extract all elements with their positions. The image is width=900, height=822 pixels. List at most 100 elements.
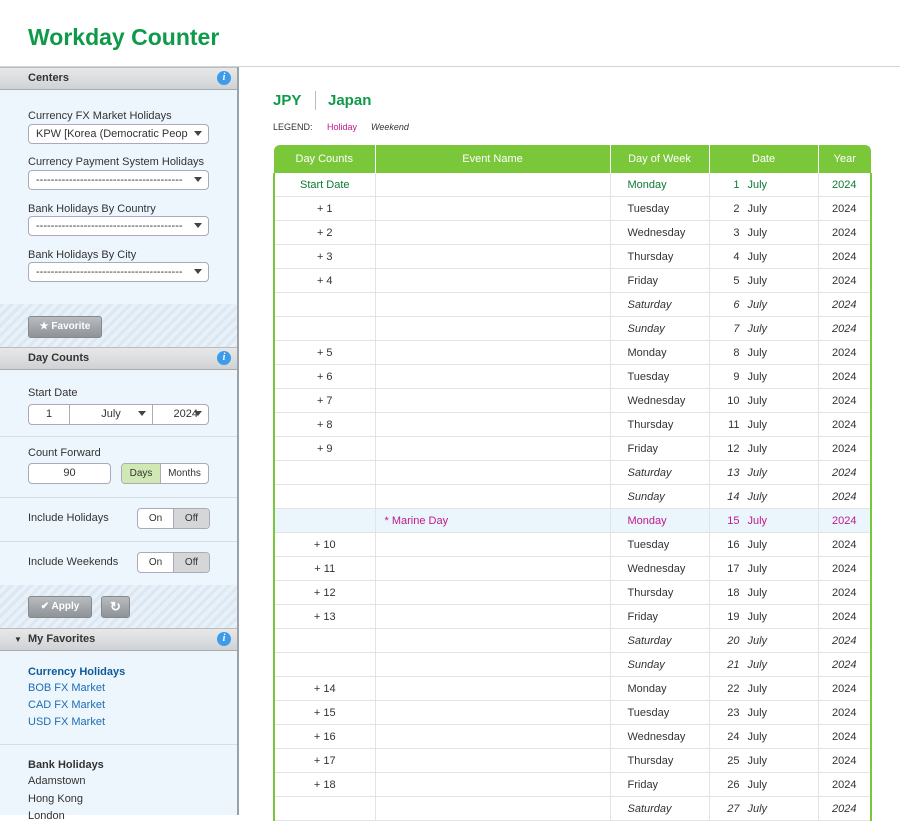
table-row: * Marine Day Monday 15 July 2024 bbox=[273, 508, 872, 533]
day-input[interactable]: 1 bbox=[28, 404, 70, 425]
date: 9 July bbox=[708, 364, 818, 389]
legend-holiday: Holiday bbox=[327, 122, 358, 132]
table-row: Sunday 21 July 2024 bbox=[273, 652, 872, 677]
day-count: + 8 bbox=[273, 412, 375, 437]
favorite-link[interactable]: Hong Kong bbox=[28, 793, 84, 805]
separator bbox=[0, 497, 237, 498]
event-name bbox=[374, 724, 610, 749]
favorite-link[interactable]: London bbox=[28, 810, 65, 822]
column-header: Year bbox=[817, 145, 871, 173]
day-of-week: Saturday bbox=[609, 292, 709, 317]
reset-button[interactable]: ↻ bbox=[101, 596, 130, 618]
date: 17 July bbox=[708, 556, 818, 581]
favorite-link[interactable]: USD FX Market bbox=[28, 716, 106, 728]
favorite-link[interactable]: CAD FX Market bbox=[28, 699, 106, 711]
day-count bbox=[273, 652, 375, 677]
day-count: + 15 bbox=[273, 700, 375, 725]
toggle-option[interactable]: Months bbox=[168, 468, 201, 479]
date-month: July bbox=[747, 586, 768, 599]
event-name bbox=[374, 173, 610, 197]
column-header: Day Counts bbox=[274, 145, 375, 173]
select[interactable]: ---------------------------------------- bbox=[28, 216, 209, 236]
table-row: Sunday 7 July 2024 bbox=[273, 316, 872, 341]
toggle-option[interactable]: On bbox=[138, 553, 174, 572]
count-input[interactable]: 90 bbox=[28, 463, 111, 484]
info-icon[interactable]: i bbox=[217, 71, 231, 85]
select[interactable]: KPW [Korea (Democratic People bbox=[28, 124, 209, 144]
table-row: + 3 Thursday 4 July 2024 bbox=[273, 244, 872, 269]
favorite-link[interactable]: Adamstown bbox=[28, 775, 86, 787]
date-month: July bbox=[747, 442, 768, 455]
info-icon[interactable]: i bbox=[217, 351, 231, 365]
date-month: July bbox=[747, 802, 768, 815]
day-of-week: Friday bbox=[609, 772, 709, 797]
select[interactable]: ---------------------------------------- bbox=[28, 262, 209, 282]
button-label: Apply bbox=[51, 601, 80, 612]
date-month: July bbox=[747, 514, 768, 527]
select[interactable]: ---------------------------------------- bbox=[28, 170, 209, 190]
collapse-icon[interactable]: ▼ bbox=[14, 635, 22, 644]
year-select[interactable]: 2024 bbox=[152, 404, 209, 425]
separator bbox=[0, 436, 237, 437]
date: 18 July bbox=[708, 580, 818, 605]
date-month: July bbox=[747, 466, 768, 479]
event-name: * Marine Day bbox=[374, 508, 610, 533]
header-row: Day Counts Event Name Day of Week Date Year bbox=[274, 145, 871, 173]
date: 23 July bbox=[708, 700, 818, 725]
table-row: Sunday 14 July 2024 bbox=[273, 484, 872, 509]
table-row: + 10 Tuesday 16 July 2024 bbox=[273, 532, 872, 557]
date-month: July bbox=[747, 706, 768, 719]
day-of-week: Thursday bbox=[609, 580, 709, 605]
day-count bbox=[273, 796, 375, 821]
year: 2024 bbox=[817, 460, 872, 485]
date: 13 July bbox=[708, 460, 818, 485]
year: 2024 bbox=[817, 556, 872, 581]
day-count: + 4 bbox=[273, 268, 375, 293]
date-month: July bbox=[747, 250, 768, 263]
day-of-week: Sunday bbox=[609, 652, 709, 677]
date: 3 July bbox=[708, 220, 818, 245]
day-of-week: Saturday bbox=[609, 628, 709, 653]
info-icon[interactable]: i bbox=[217, 632, 231, 646]
date: 27 July bbox=[708, 796, 818, 821]
favorite-link[interactable]: BOB FX Market bbox=[28, 682, 106, 694]
date-month: July bbox=[747, 490, 768, 503]
favorite-button[interactable]: ★ Favorite bbox=[28, 316, 102, 338]
day-of-week: Wednesday bbox=[609, 556, 709, 581]
column-header: Day of Week bbox=[609, 145, 709, 173]
day-of-week: Friday bbox=[609, 604, 709, 629]
date-day: 17 bbox=[727, 562, 740, 575]
separator bbox=[0, 744, 237, 745]
table-row: + 14 Monday 22 July 2024 bbox=[273, 676, 872, 701]
apply-button[interactable]: ✔ Apply bbox=[28, 596, 92, 618]
date: 6 July bbox=[708, 292, 818, 317]
table-row: + 12 Thursday 18 July 2024 bbox=[273, 580, 872, 605]
date-month: July bbox=[747, 202, 768, 215]
date: 21 July bbox=[708, 652, 818, 677]
table-row: + 2 Wednesday 3 July 2024 bbox=[273, 220, 872, 245]
date-day: 18 bbox=[727, 586, 740, 599]
month-select[interactable]: July bbox=[69, 404, 153, 425]
date: 24 July bbox=[708, 724, 818, 749]
toggle-option[interactable]: Off bbox=[174, 509, 209, 528]
toggle-option[interactable]: Off bbox=[174, 553, 209, 572]
event-name bbox=[374, 268, 610, 293]
legend-label: LEGEND: bbox=[273, 122, 313, 132]
year: 2024 bbox=[817, 724, 872, 749]
event-name bbox=[374, 484, 610, 509]
toggle-option[interactable]: On bbox=[138, 509, 174, 528]
day-count: + 18 bbox=[273, 772, 375, 797]
toggle-option[interactable]: Days bbox=[122, 464, 161, 483]
day-of-week: Wednesday bbox=[609, 724, 709, 749]
date-month: July bbox=[747, 298, 768, 311]
day-count: + 13 bbox=[273, 604, 375, 629]
app-title: Workday Counter bbox=[28, 24, 220, 50]
day-of-week: Monday bbox=[609, 508, 709, 533]
table-body: Start Date Monday 1 July 2024 + 1 Tuesday 2 July… bbox=[273, 173, 872, 821]
event-name bbox=[374, 388, 610, 413]
select-value: 2024 bbox=[173, 408, 198, 420]
year: 2024 bbox=[817, 436, 872, 461]
date-day: 25 bbox=[727, 754, 740, 767]
day-of-week: Sunday bbox=[609, 316, 709, 341]
